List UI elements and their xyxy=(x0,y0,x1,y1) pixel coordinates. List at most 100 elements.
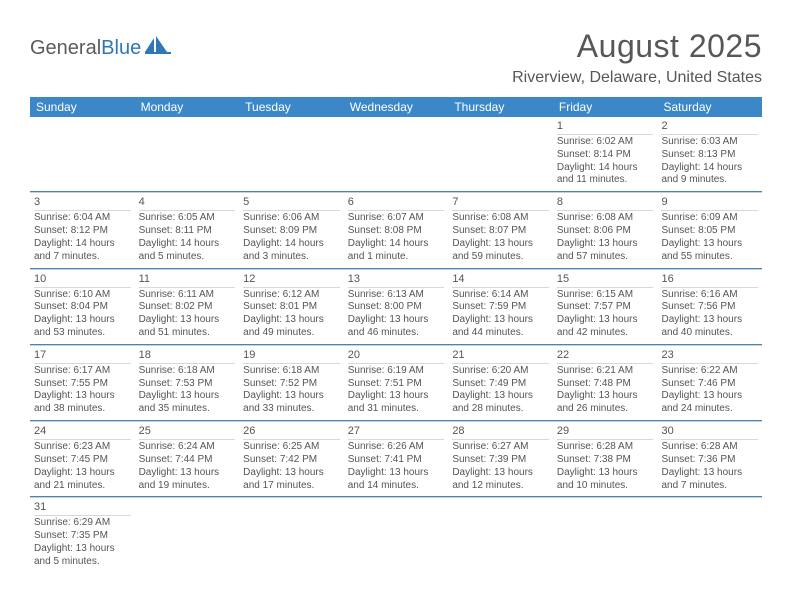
sail-icon xyxy=(145,36,171,60)
daylight-text: Daylight: 13 hours xyxy=(452,314,549,327)
sunrise-text: Sunrise: 6:11 AM xyxy=(139,289,236,302)
empty-cell xyxy=(448,117,553,191)
daylight-text: and 53 minutes. xyxy=(34,327,131,340)
sunset-text: Sunset: 7:57 PM xyxy=(557,301,654,314)
sunset-text: Sunset: 8:08 PM xyxy=(348,225,445,238)
day-number: 21 xyxy=(452,348,549,364)
daylight-text: Daylight: 13 hours xyxy=(34,314,131,327)
sunrise-text: Sunrise: 6:10 AM xyxy=(34,289,131,302)
sunset-text: Sunset: 7:56 PM xyxy=(661,301,758,314)
daylight-text: Daylight: 13 hours xyxy=(34,390,131,403)
day-number: 28 xyxy=(452,424,549,440)
day-cell: 1Sunrise: 6:02 AMSunset: 8:14 PMDaylight… xyxy=(553,117,658,191)
sunset-text: Sunset: 7:49 PM xyxy=(452,378,549,391)
sunset-text: Sunset: 8:01 PM xyxy=(243,301,340,314)
day-number: 31 xyxy=(34,500,131,516)
sunrise-text: Sunrise: 6:29 AM xyxy=(34,517,131,530)
sunset-text: Sunset: 8:00 PM xyxy=(348,301,445,314)
sunset-text: Sunset: 8:06 PM xyxy=(557,225,654,238)
weeks-container: 1Sunrise: 6:02 AMSunset: 8:14 PMDaylight… xyxy=(30,117,762,573)
day-number: 30 xyxy=(661,424,758,440)
dow-cell: Saturday xyxy=(657,97,762,117)
day-cell: 31Sunrise: 6:29 AMSunset: 7:35 PMDayligh… xyxy=(30,497,135,572)
sunrise-text: Sunrise: 6:27 AM xyxy=(452,441,549,454)
day-number: 17 xyxy=(34,348,131,364)
day-cell: 9Sunrise: 6:09 AMSunset: 8:05 PMDaylight… xyxy=(657,192,762,267)
daylight-text: Daylight: 13 hours xyxy=(557,238,654,251)
daylight-text: Daylight: 13 hours xyxy=(452,390,549,403)
day-cell: 8Sunrise: 6:08 AMSunset: 8:06 PMDaylight… xyxy=(553,192,658,267)
daylight-text: and 21 minutes. xyxy=(34,480,131,493)
day-number: 24 xyxy=(34,424,131,440)
daylight-text: Daylight: 13 hours xyxy=(661,390,758,403)
header: GeneralBlue August 2025 Riverview, Delaw… xyxy=(30,28,762,87)
brand-part2: Blue xyxy=(101,37,141,60)
sunrise-text: Sunrise: 6:16 AM xyxy=(661,289,758,302)
sunset-text: Sunset: 7:36 PM xyxy=(661,454,758,467)
daylight-text: and 19 minutes. xyxy=(139,480,236,493)
sunset-text: Sunset: 7:48 PM xyxy=(557,378,654,391)
day-number: 27 xyxy=(348,424,445,440)
daylight-text: and 38 minutes. xyxy=(34,403,131,416)
sunrise-text: Sunrise: 6:15 AM xyxy=(557,289,654,302)
daylight-text: Daylight: 13 hours xyxy=(243,314,340,327)
sunrise-text: Sunrise: 6:14 AM xyxy=(452,289,549,302)
empty-cell xyxy=(553,497,658,572)
day-cell: 28Sunrise: 6:27 AMSunset: 7:39 PMDayligh… xyxy=(448,421,553,496)
sunset-text: Sunset: 8:09 PM xyxy=(243,225,340,238)
daylight-text: and 1 minute. xyxy=(348,251,445,264)
sunset-text: Sunset: 7:39 PM xyxy=(452,454,549,467)
empty-cell xyxy=(448,497,553,572)
daylight-text: and 51 minutes. xyxy=(139,327,236,340)
daylight-text: and 40 minutes. xyxy=(661,327,758,340)
week-row: 10Sunrise: 6:10 AMSunset: 8:04 PMDayligh… xyxy=(30,269,762,345)
day-number: 10 xyxy=(34,272,131,288)
sunset-text: Sunset: 7:35 PM xyxy=(34,530,131,543)
day-number: 22 xyxy=(557,348,654,364)
day-number: 20 xyxy=(348,348,445,364)
sunset-text: Sunset: 8:13 PM xyxy=(661,149,758,162)
sunrise-text: Sunrise: 6:02 AM xyxy=(557,136,654,149)
daylight-text: and 33 minutes. xyxy=(243,403,340,416)
day-cell: 3Sunrise: 6:04 AMSunset: 8:12 PMDaylight… xyxy=(30,192,135,267)
daylight-text: and 35 minutes. xyxy=(139,403,236,416)
daylight-text: Daylight: 14 hours xyxy=(557,162,654,175)
sunrise-text: Sunrise: 6:18 AM xyxy=(139,365,236,378)
daylight-text: and 3 minutes. xyxy=(243,251,340,264)
daylight-text: and 9 minutes. xyxy=(661,174,758,187)
sunrise-text: Sunrise: 6:23 AM xyxy=(34,441,131,454)
daylight-text: Daylight: 13 hours xyxy=(139,467,236,480)
sunrise-text: Sunrise: 6:06 AM xyxy=(243,212,340,225)
calendar: SundayMondayTuesdayWednesdayThursdayFrid… xyxy=(30,97,762,573)
day-number: 2 xyxy=(661,119,758,135)
daylight-text: and 5 minutes. xyxy=(34,556,131,569)
daylight-text: and 59 minutes. xyxy=(452,251,549,264)
daylight-text: Daylight: 13 hours xyxy=(661,238,758,251)
dow-cell: Tuesday xyxy=(239,97,344,117)
day-number: 9 xyxy=(661,195,758,211)
week-row: 17Sunrise: 6:17 AMSunset: 7:55 PMDayligh… xyxy=(30,345,762,421)
sunset-text: Sunset: 7:41 PM xyxy=(348,454,445,467)
sunrise-text: Sunrise: 6:20 AM xyxy=(452,365,549,378)
day-number: 19 xyxy=(243,348,340,364)
daylight-text: Daylight: 13 hours xyxy=(452,238,549,251)
day-cell: 7Sunrise: 6:08 AMSunset: 8:07 PMDaylight… xyxy=(448,192,553,267)
daylight-text: Daylight: 13 hours xyxy=(557,314,654,327)
day-cell: 12Sunrise: 6:12 AMSunset: 8:01 PMDayligh… xyxy=(239,269,344,344)
day-number: 11 xyxy=(139,272,236,288)
month-title: August 2025 xyxy=(512,28,762,65)
dow-cell: Monday xyxy=(135,97,240,117)
daylight-text: Daylight: 13 hours xyxy=(139,390,236,403)
day-number: 4 xyxy=(139,195,236,211)
sunrise-text: Sunrise: 6:17 AM xyxy=(34,365,131,378)
daylight-text: Daylight: 13 hours xyxy=(452,467,549,480)
sunset-text: Sunset: 7:44 PM xyxy=(139,454,236,467)
sunset-text: Sunset: 7:51 PM xyxy=(348,378,445,391)
day-number: 18 xyxy=(139,348,236,364)
empty-cell xyxy=(135,497,240,572)
daylight-text: and 14 minutes. xyxy=(348,480,445,493)
daylight-text: and 44 minutes. xyxy=(452,327,549,340)
daylight-text: Daylight: 13 hours xyxy=(348,390,445,403)
sunset-text: Sunset: 7:59 PM xyxy=(452,301,549,314)
daylight-text: and 5 minutes. xyxy=(139,251,236,264)
